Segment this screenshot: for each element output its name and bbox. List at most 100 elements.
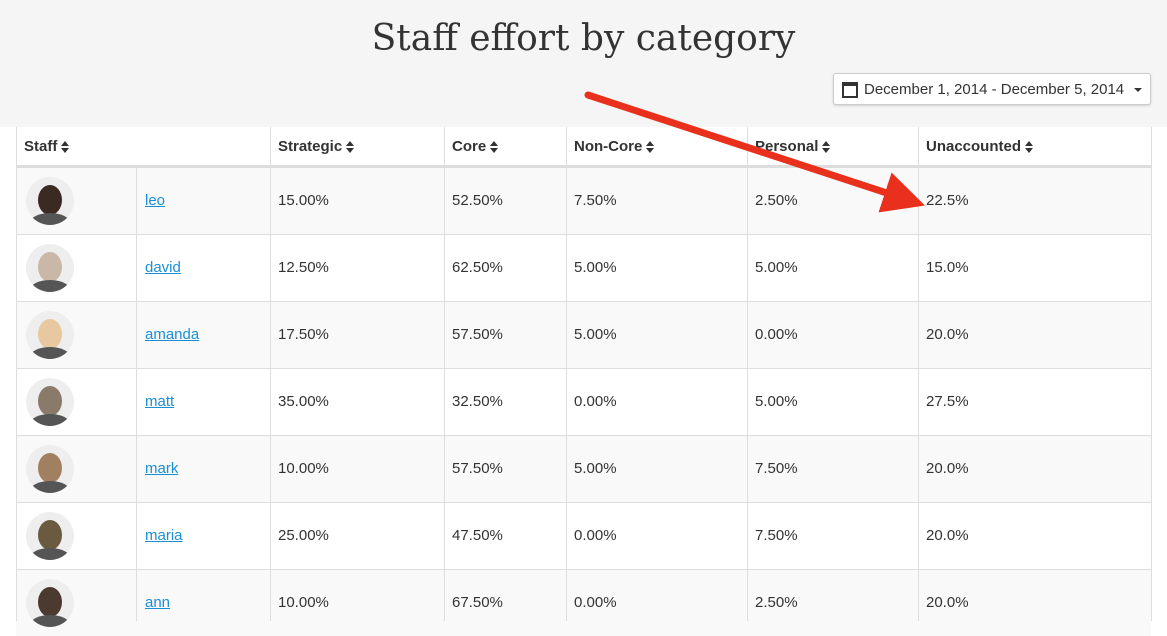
column-header-text: Personal	[755, 138, 819, 155]
calendar-icon	[842, 82, 858, 98]
avatar-body	[30, 481, 70, 493]
row-bg	[16, 167, 1151, 234]
cell-text: 15.0%	[926, 259, 969, 276]
avatar-face	[38, 520, 62, 550]
avatar-face	[38, 386, 62, 416]
avatar-body	[30, 213, 70, 225]
avatar-face	[38, 252, 62, 282]
row-bg	[16, 368, 1151, 435]
table-cell: 20.0%	[926, 325, 969, 345]
avatar	[26, 244, 74, 292]
table-cell: 47.50%	[452, 526, 503, 546]
table-cell: 5.00%	[755, 258, 798, 278]
sort-icon[interactable]	[490, 141, 499, 154]
column-header[interactable]: Staff	[24, 137, 70, 157]
column-border	[270, 127, 271, 621]
avatar	[26, 512, 74, 560]
cell-text: 57.50%	[452, 460, 503, 477]
avatar	[26, 445, 74, 493]
table-cell: 25.00%	[278, 526, 329, 546]
table-cell: 62.50%	[452, 258, 503, 278]
row-bg	[16, 301, 1151, 368]
table-cell: 10.00%	[278, 459, 329, 479]
cell-text: 25.00%	[278, 527, 329, 544]
staff-link[interactable]: leo	[145, 192, 166, 209]
table-cell: 20.0%	[926, 459, 969, 479]
cell-text: 22.5%	[926, 192, 969, 209]
table-cell: matt	[145, 392, 174, 412]
column-header-text: Non-Core	[574, 138, 643, 155]
page-header: Staff effort by category December 1, 201…	[0, 0, 1167, 127]
table-cell: 7.50%	[574, 191, 617, 211]
table-cell: 17.50%	[278, 325, 329, 345]
column-border	[747, 127, 748, 621]
table-cell: mark	[145, 459, 178, 479]
table-cell: 5.00%	[574, 325, 617, 345]
column-header-text: Staff	[24, 138, 58, 155]
avatar	[26, 177, 74, 225]
cell-text: 5.00%	[574, 460, 617, 477]
column-header[interactable]: Non-Core	[574, 137, 655, 157]
cell-text: 0.00%	[574, 527, 617, 544]
date-range-picker[interactable]: December 1, 2014 - December 5, 2014	[833, 73, 1151, 105]
sort-icon[interactable]	[346, 141, 355, 154]
table-cell: 67.50%	[452, 593, 503, 613]
staff-link[interactable]: amanda	[145, 326, 200, 343]
cell-text: 5.00%	[755, 393, 798, 410]
cell-text: 62.50%	[452, 259, 503, 276]
table-cell: 57.50%	[452, 325, 503, 345]
column-border	[566, 127, 567, 621]
cell-text: 35.00%	[278, 393, 329, 410]
sort-icon[interactable]	[61, 141, 70, 154]
table-cell: 7.50%	[755, 526, 798, 546]
avatar-face	[38, 185, 62, 215]
table-cell: 52.50%	[452, 191, 503, 211]
cell-text: 20.0%	[926, 594, 969, 611]
table-cell: 22.5%	[926, 191, 969, 211]
staff-link[interactable]: matt	[145, 393, 175, 410]
table-cell: 2.50%	[755, 191, 798, 211]
sort-icon[interactable]	[646, 141, 655, 154]
cell-text: 0.00%	[755, 326, 798, 343]
avatar-face	[38, 587, 62, 617]
table-cell: 20.0%	[926, 526, 969, 546]
avatar-body	[30, 414, 70, 426]
table-cell: 5.00%	[574, 459, 617, 479]
column-header[interactable]: Strategic	[278, 137, 355, 157]
avatar-body	[30, 615, 70, 627]
cell-text: 47.50%	[452, 527, 503, 544]
table-cell: david	[145, 258, 181, 278]
cell-text: 5.00%	[574, 326, 617, 343]
column-header-text: Strategic	[278, 138, 343, 155]
row-bg	[16, 502, 1151, 569]
column-header[interactable]: Personal	[755, 137, 831, 157]
cell-text: 20.0%	[926, 326, 969, 343]
cell-text: 27.5%	[926, 393, 969, 410]
column-header[interactable]: Unaccounted	[926, 137, 1034, 157]
table-cell: 15.0%	[926, 258, 969, 278]
table-cell: 2.50%	[755, 593, 798, 613]
avatar-body	[30, 280, 70, 292]
avatar-body	[30, 347, 70, 359]
table-cell: 5.00%	[755, 392, 798, 412]
column-border	[136, 167, 137, 621]
sort-icon[interactable]	[1025, 141, 1034, 154]
cell-text: 10.00%	[278, 594, 329, 611]
column-header-text: Core	[452, 138, 487, 155]
cell-text: 7.50%	[755, 460, 798, 477]
table-cell: 0.00%	[755, 325, 798, 345]
staff-link[interactable]: david	[145, 259, 181, 276]
staff-link[interactable]: mark	[145, 460, 179, 477]
table-cell: 0.00%	[574, 392, 617, 412]
avatar-body	[30, 548, 70, 560]
staff-link[interactable]: ann	[145, 594, 171, 611]
avatar	[26, 378, 74, 426]
column-border	[16, 127, 17, 621]
cell-text: 0.00%	[574, 594, 617, 611]
cell-text: 2.50%	[755, 192, 798, 209]
staff-link[interactable]: maria	[145, 527, 183, 544]
column-border	[918, 127, 919, 621]
cell-text: 0.00%	[574, 393, 617, 410]
column-header[interactable]: Core	[452, 137, 499, 157]
sort-icon[interactable]	[822, 141, 831, 154]
